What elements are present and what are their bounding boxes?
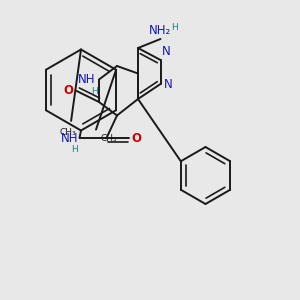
Text: NH: NH [78,73,95,86]
Text: O: O [131,131,141,145]
Text: H: H [91,87,98,96]
Text: NH: NH [61,131,78,145]
Text: CH₃: CH₃ [59,128,76,137]
Text: N: N [162,46,171,59]
Text: N: N [164,77,173,91]
Text: CH₃: CH₃ [100,134,117,143]
Text: O: O [64,84,74,98]
Text: H: H [171,22,178,32]
Text: H: H [71,145,77,154]
Text: NH₂: NH₂ [149,25,172,38]
